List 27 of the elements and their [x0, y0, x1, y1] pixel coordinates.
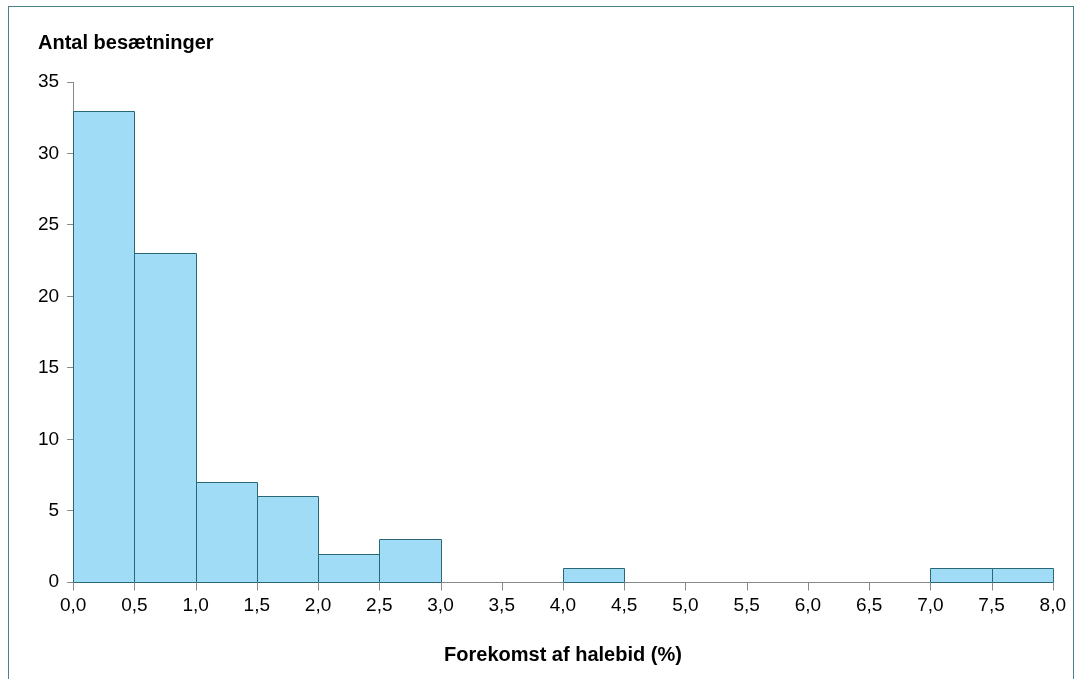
y-tick-label: 25: [37, 213, 60, 235]
y-tick-label: 5: [48, 498, 60, 520]
x-tick-label: 3,0: [427, 593, 454, 615]
x-tick-label: 3,5: [488, 593, 515, 615]
x-tick-label: 0,5: [121, 593, 148, 615]
x-tick-label: 8,0: [1039, 593, 1066, 615]
x-tick-label: 0,0: [59, 593, 87, 615]
x-tick-label: 4,5: [610, 593, 638, 615]
y-tick-label: 30: [37, 141, 60, 163]
y-tick-label: 0: [48, 570, 60, 592]
x-tick-label: 1,0: [182, 593, 209, 615]
y-tick-label: 20: [37, 284, 60, 306]
x-tick-label: 4,0: [549, 593, 577, 615]
x-tick-label: 5,0: [672, 593, 699, 615]
x-tick-label: 2,0: [304, 593, 332, 615]
x-axis-title: Forekomst af halebid (%): [444, 642, 682, 665]
y-tick-label: 10: [37, 427, 60, 449]
x-tick-label: 6,5: [855, 593, 883, 615]
x-tick-label: 1,5: [243, 593, 271, 615]
x-tick-label: 7,5: [978, 593, 1005, 615]
y-axis-title: Antal besætninger: [38, 31, 214, 54]
x-tick-label: 7,0: [917, 593, 944, 615]
x-tick-label: 2,5: [366, 593, 393, 615]
y-tick-label: 15: [37, 356, 60, 378]
y-tick-label: 35: [37, 70, 60, 92]
x-tick-label: 5,5: [733, 593, 760, 615]
x-tick-label: 6,0: [794, 593, 822, 615]
